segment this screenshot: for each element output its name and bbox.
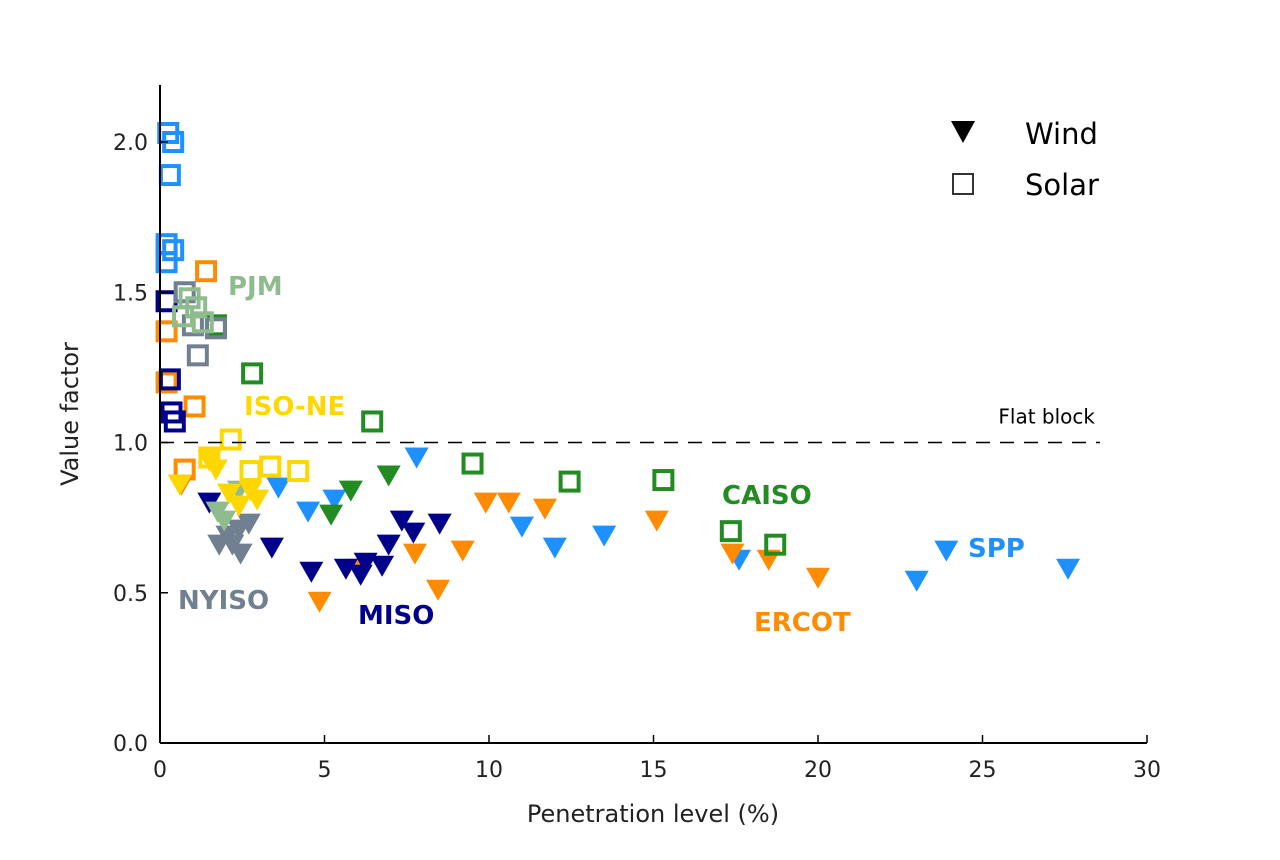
x-tick-label: 25 [969, 758, 997, 783]
solar-point-ercot [155, 320, 178, 343]
wind-point-isone [217, 483, 242, 505]
region-label-miso: MISO [358, 601, 434, 631]
wind-point-ercot [473, 492, 498, 514]
solar-point-caiso [361, 410, 384, 433]
region-labels: SPP ERCOT CAISO MISO NYISO PJM ISO-NE [178, 272, 1025, 638]
wind-point-ercot [402, 543, 427, 565]
solar-point-caiso [241, 362, 264, 385]
wind-point-spp [904, 570, 929, 592]
solar-point-caiso [652, 469, 675, 492]
wind-point-isone [167, 474, 192, 496]
wind-point-pjm [212, 510, 237, 532]
x-tick-label: 20 [804, 758, 832, 783]
y-tick-label: 2.0 [113, 131, 148, 156]
wind-point-nyiso [226, 519, 251, 541]
wind-point-nyiso [236, 513, 261, 535]
wind-point-spp [542, 537, 567, 559]
wind-point-spp [322, 489, 347, 511]
wind-point-miso [389, 510, 414, 532]
wind-point-nyiso [228, 543, 253, 565]
legend-solar-marker [952, 173, 974, 195]
y-axis-label: Value factor [56, 342, 84, 486]
wind-point-caiso [376, 465, 401, 487]
y-tick-label: 1.5 [113, 281, 148, 306]
legend: Wind Solar [951, 117, 1099, 202]
wind-point-spp [1056, 558, 1081, 580]
y-tick-label: 1.0 [113, 432, 148, 457]
solar-point-isone [259, 455, 282, 478]
wind-point-spp [934, 540, 959, 562]
x-tick-label: 10 [475, 758, 503, 783]
solar-point-isone [239, 460, 262, 483]
solar-point-ercot [183, 395, 206, 418]
wind-point-miso [427, 513, 452, 535]
region-label-nyiso: NYISO [178, 586, 269, 616]
wind-point-ercot [426, 579, 451, 601]
flat-block-label: Flat block [998, 405, 1095, 429]
solar-point-spp [155, 251, 178, 274]
solar-point-caiso [461, 452, 484, 475]
region-label-caiso: CAISO [722, 481, 812, 511]
x-axis-label: Penetration level (%) [527, 800, 779, 828]
solar-point-pjm [172, 305, 195, 328]
legend-wind-label: Wind [1025, 117, 1098, 151]
wind-point-isone [226, 495, 251, 517]
wind-point-spp [404, 447, 429, 469]
wind-point-miso [299, 561, 324, 583]
solar-point-isone [287, 460, 310, 483]
wind-point-ercot [806, 567, 830, 589]
solar-point-miso [163, 410, 186, 433]
solar-point-isone [219, 428, 242, 451]
wind-point-spp [266, 477, 291, 499]
y-tick-label: 0.5 [113, 582, 148, 607]
wind-point-ercot [644, 510, 669, 532]
solar-point-nyiso [204, 317, 227, 340]
region-label-isone: ISO-NE [244, 392, 345, 422]
region-label-ercot: ERCOT [754, 608, 851, 638]
solar-point-caiso [558, 470, 581, 493]
wind-point-spp [509, 516, 534, 538]
x-tick-label: 5 [318, 758, 332, 783]
legend-wind-marker [951, 121, 975, 143]
wind-point-miso [376, 534, 401, 556]
wind-point-isone [245, 489, 270, 511]
solar-point-ercot [195, 260, 218, 283]
solar-point-spp [162, 239, 185, 262]
wind-point-ercot [450, 540, 475, 562]
solar-point-nyiso [186, 344, 209, 367]
wind-point-spp [296, 501, 321, 523]
wind-point-spp [592, 525, 617, 547]
solar-point-caiso [719, 520, 742, 543]
y-tick-label: 0.0 [113, 732, 148, 757]
solar-point-caiso [764, 533, 787, 556]
wind-point-caiso [319, 504, 344, 526]
data-points [155, 121, 1081, 613]
wind-point-miso [370, 555, 395, 577]
wind-point-isone [203, 459, 228, 481]
x-tick-label: 30 [1133, 758, 1161, 783]
wind-point-miso [333, 558, 358, 580]
solar-point-ercot [155, 371, 178, 394]
wind-point-miso [348, 564, 373, 586]
solar-point-spp [158, 164, 181, 187]
wind-point-ercot [307, 591, 332, 613]
wind-point-nyiso [215, 525, 240, 547]
legend-solar-label: Solar [1025, 168, 1099, 202]
axis-ticks: 0 5 10 15 20 25 30 0.0 0.5 1.0 1.5 2.0 [113, 131, 1161, 783]
wind-point-ercot [496, 492, 521, 514]
x-tick-label: 0 [153, 758, 167, 783]
x-tick-label: 15 [640, 758, 668, 783]
wind-point-miso [401, 522, 426, 544]
wind-point-ercot [720, 543, 745, 565]
region-label-spp: SPP [968, 534, 1025, 564]
wind-point-miso [259, 537, 284, 559]
solar-point-nyiso [173, 281, 196, 304]
wind-point-caiso [338, 480, 363, 502]
wind-point-ercot [532, 498, 557, 520]
region-label-pjm: PJM [228, 272, 283, 302]
